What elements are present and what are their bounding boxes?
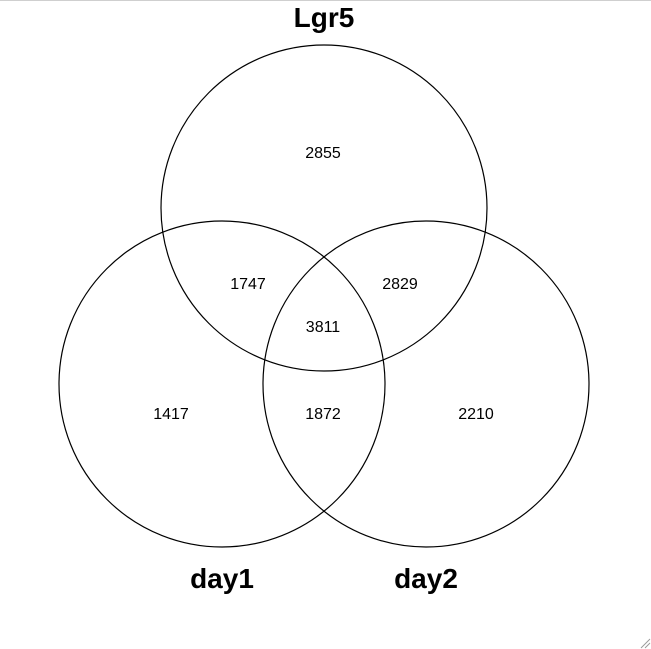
set-label-day2: day2 (394, 563, 458, 594)
count-lgr5-only: 2855 (305, 145, 341, 162)
top-border (0, 0, 651, 1)
count-day2-only: 2210 (458, 406, 494, 423)
circle-day2 (262, 220, 590, 548)
count-lgr5-day2: 2829 (382, 276, 418, 293)
circle-lgr5 (160, 44, 488, 372)
circle-day1 (58, 220, 386, 548)
set-label-lgr5: Lgr5 (294, 2, 355, 33)
set-label-day1: day1 (190, 563, 254, 594)
count-all-three: 3811 (306, 319, 341, 336)
count-day1-day2: 1872 (305, 406, 341, 423)
resize-grip-icon[interactable] (640, 638, 651, 649)
count-day1-only: 1417 (153, 406, 189, 423)
count-lgr5-day1: 1747 (230, 276, 266, 293)
